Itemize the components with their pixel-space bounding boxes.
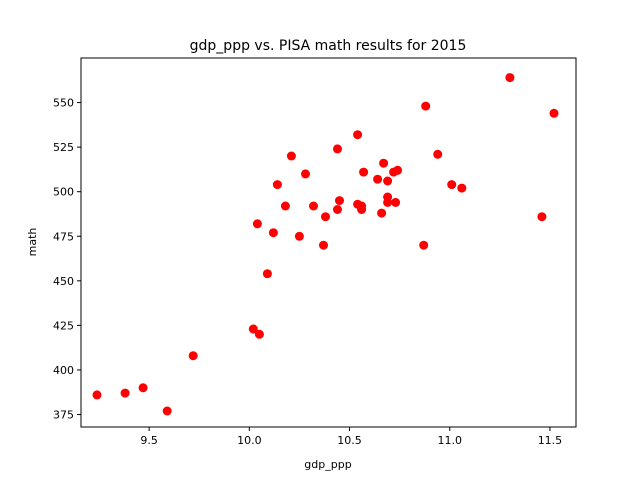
y-axis-label: math (26, 228, 39, 257)
x-axis-ticks: 9.5 10.0 10.5 11.0 11.5 (140, 427, 562, 447)
data-point (377, 208, 387, 218)
data-point (294, 231, 304, 241)
data-point (188, 351, 198, 361)
y-axis-ticks: 375 400 425 450 475 500 525 550 (53, 97, 81, 422)
data-point (379, 158, 389, 168)
y-tick-label: 375 (53, 409, 74, 422)
plot-frame (80, 57, 577, 428)
y-tick-label: 400 (53, 364, 74, 377)
data-point (92, 390, 102, 400)
data-point (272, 180, 282, 190)
data-point (252, 219, 262, 229)
data-point (457, 183, 467, 193)
data-point (537, 212, 547, 222)
data-point (419, 240, 429, 250)
data-point (120, 388, 130, 398)
data-point (254, 329, 264, 339)
chart-title: gdp_ppp vs. PISA math results for 2015 (190, 38, 467, 54)
x-tick-label: 9.5 (140, 434, 158, 447)
data-point (286, 151, 296, 161)
data-point (333, 144, 342, 154)
data-point (301, 169, 310, 179)
data-point (162, 406, 172, 416)
data-point (280, 201, 290, 211)
y-tick-label: 500 (53, 186, 74, 199)
data-point (391, 197, 401, 207)
y-tick-label: 425 (53, 319, 74, 332)
data-point (262, 269, 272, 279)
data-point (373, 174, 383, 184)
data-point (447, 180, 457, 190)
data-point (309, 201, 318, 211)
data-point (248, 324, 258, 334)
x-tick-label: 11.5 (538, 434, 563, 447)
x-tick-label: 10.0 (237, 434, 262, 447)
x-tick-label: 10.5 (337, 434, 362, 447)
data-point (138, 383, 148, 393)
data-point (433, 149, 443, 159)
data-points (92, 73, 559, 416)
data-point (359, 167, 369, 177)
data-point (383, 176, 393, 186)
data-point (421, 101, 431, 111)
data-point (383, 192, 393, 202)
data-point (357, 201, 367, 211)
data-point (268, 228, 278, 238)
data-point (321, 212, 330, 222)
data-point (353, 130, 363, 140)
y-tick-label: 475 (53, 230, 74, 243)
y-tick-label: 525 (53, 141, 74, 154)
data-point (333, 205, 342, 214)
x-axis-label: gdp_ppp (304, 458, 351, 471)
y-tick-label: 450 (53, 275, 74, 288)
data-point (549, 108, 559, 118)
data-point (319, 240, 328, 250)
data-point (505, 73, 515, 83)
x-tick-label: 11.0 (437, 434, 462, 447)
data-point (393, 165, 403, 175)
data-point (335, 196, 344, 206)
y-tick-label: 550 (53, 97, 74, 110)
